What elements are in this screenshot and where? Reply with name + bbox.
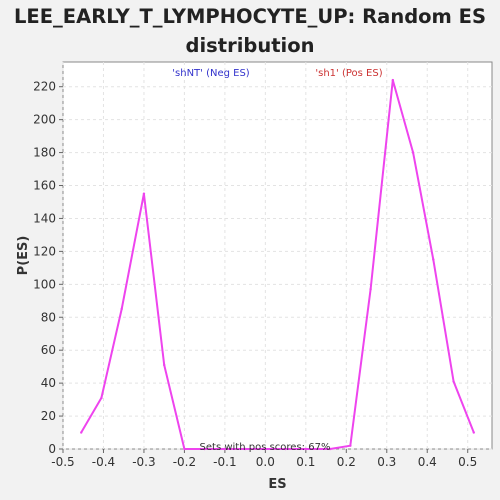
es-data-point <box>223 447 227 451</box>
chart-title-line-1: LEE_EARLY_T_LYMPHOCYTE_UP: Random ES <box>13 5 487 28</box>
y-tick-label: 120 <box>33 244 56 258</box>
x-tick-label: 0.2 <box>337 455 356 469</box>
es-data-point <box>203 447 206 451</box>
es-data-point <box>328 447 332 451</box>
x-tick-label: 0.4 <box>418 455 437 469</box>
x-tick-label: -0.5 <box>51 455 74 469</box>
es-data-point <box>411 151 415 154</box>
y-tick-label: 140 <box>33 211 56 225</box>
es-data-point <box>264 447 267 451</box>
x-tick-label: -0.2 <box>173 455 196 469</box>
axes: -0.5 -0.4 -0.3 -0.2 -0.1 0.0 0.1 0.2 0.3 0.4 0.5 0 2… <box>33 80 477 469</box>
x-tick-label: 0.0 <box>256 455 275 469</box>
es-data-point <box>100 396 103 400</box>
es-data-point <box>304 447 308 451</box>
es-data-point <box>391 78 395 82</box>
pos-scores-footer: Sets with pos scores: 67% <box>200 442 331 453</box>
x-tick-label: -0.4 <box>92 455 115 469</box>
y-tick-label: 220 <box>33 80 56 94</box>
neg-es-label: 'shNT' (Neg ES) <box>172 68 250 79</box>
x-tick-label: 0.3 <box>377 455 396 469</box>
y-tick-label: 200 <box>33 113 56 127</box>
y-tick-label: 180 <box>33 146 56 160</box>
plot-area <box>62 61 493 450</box>
es-data-point <box>284 447 287 451</box>
x-tick-label: -0.3 <box>132 455 155 469</box>
y-axis-label: P(ES) <box>16 236 31 276</box>
x-tick-label: -0.1 <box>213 455 236 469</box>
es-data-point <box>80 431 83 434</box>
es-data-point <box>243 447 247 451</box>
es-data-point <box>162 363 166 367</box>
y-tick-label: 60 <box>41 343 56 357</box>
grid-lines <box>62 62 492 450</box>
es-data-point <box>472 431 475 434</box>
y-tick-label: 40 <box>41 376 56 390</box>
y-tick-label: 160 <box>33 179 56 193</box>
es-data-point <box>120 307 123 311</box>
es-data-point <box>183 447 186 451</box>
es-data-point <box>142 192 146 195</box>
es-data-point <box>369 288 372 291</box>
es-distribution-line <box>80 79 475 450</box>
es-data-point <box>452 380 455 383</box>
x-tick-label: 0.1 <box>296 455 315 469</box>
es-data-point <box>432 258 435 261</box>
y-tick-label: 0 <box>48 442 56 456</box>
es-data-point <box>349 444 352 447</box>
x-tick-label: 0.5 <box>458 455 477 469</box>
pos-es-label: 'sh1' (Pos ES) <box>315 68 382 79</box>
x-axis-label: ES <box>268 477 286 492</box>
y-tick-label: 100 <box>33 277 56 291</box>
y-tick-label: 80 <box>41 310 56 324</box>
chart-title: LEE_EARLY_T_LYMPHOCYTE_UP: Random ES dis… <box>0 2 500 60</box>
y-tick-label: 20 <box>41 409 56 423</box>
series-layer <box>80 78 475 451</box>
chart-title-line-2: distribution <box>185 34 315 57</box>
